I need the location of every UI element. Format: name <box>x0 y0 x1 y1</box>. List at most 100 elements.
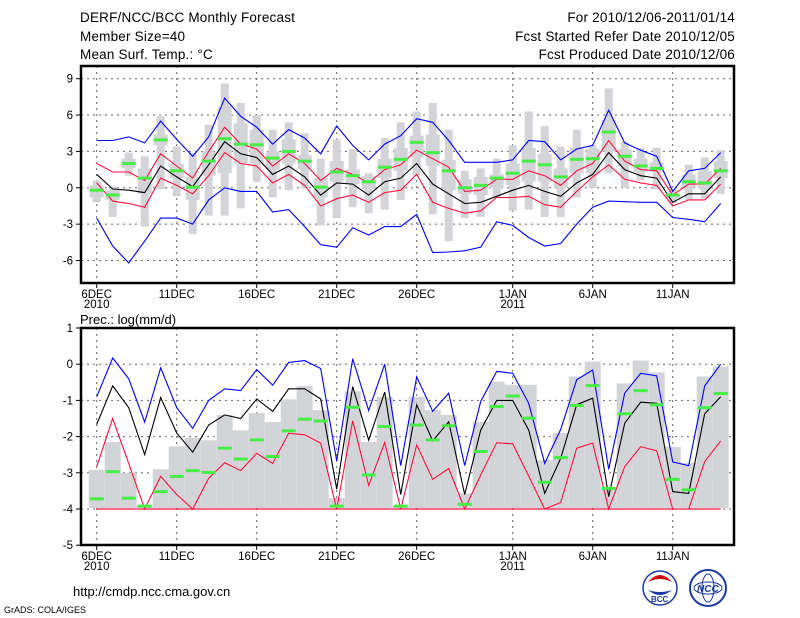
observed-marker <box>137 176 152 180</box>
series-lower-line <box>96 416 722 511</box>
observed-marker <box>649 166 664 170</box>
precip-bar <box>520 384 537 508</box>
precip-bar <box>568 376 585 508</box>
x-tick-year-label: 2011 <box>500 299 525 311</box>
observed-marker <box>473 183 488 187</box>
observed-marker <box>377 424 392 428</box>
precip-bar <box>184 437 201 508</box>
series-max-line <box>96 97 722 193</box>
plot-frame <box>79 326 736 547</box>
precip-bar <box>712 366 729 508</box>
y-tick-label: 6 <box>67 110 73 122</box>
box-body <box>489 174 504 188</box>
box-body <box>585 148 600 174</box>
series-upper-line <box>96 126 722 196</box>
box-body <box>537 153 552 182</box>
source-url[interactable]: http://cmdp.ncc.cma.gov.cn <box>73 584 231 599</box>
precip-bar <box>504 384 521 508</box>
precip-bar <box>472 421 489 508</box>
observed-marker <box>425 438 440 442</box>
observed-marker <box>313 419 328 423</box>
precip-bar <box>680 462 697 508</box>
y-tick-label: -3 <box>63 468 73 480</box>
svg-text:NCC: NCC <box>697 584 719 595</box>
box-whisker <box>460 170 469 219</box>
x-tick-year-label: 2010 <box>84 299 110 311</box>
observed-marker <box>441 169 456 173</box>
observed-marker <box>329 170 344 174</box>
box-body <box>601 119 616 152</box>
precip-bar <box>104 442 121 508</box>
observed-marker <box>617 154 632 158</box>
x-tick-label: 6JAN <box>579 551 607 563</box>
observed-marker <box>313 185 328 189</box>
observed-marker <box>553 175 568 179</box>
y-tick-label: 0 <box>67 359 73 371</box>
observed-marker <box>457 502 472 506</box>
x-tick-label: 1JAN <box>499 289 527 301</box>
precip-bar <box>488 381 505 508</box>
precip-label: Prec.: log(mm/d) <box>80 312 177 327</box>
observed-marker <box>233 142 248 146</box>
precip-bar <box>376 396 393 508</box>
series-mean-line <box>96 384 722 497</box>
box-body <box>441 159 456 191</box>
bcc-logo: BCC <box>642 570 678 606</box>
observed-marker <box>281 149 296 153</box>
precip-bar <box>648 372 665 508</box>
observed-marker <box>569 157 584 161</box>
observed-marker <box>585 384 600 388</box>
observed-marker <box>345 405 360 409</box>
observed-marker <box>89 188 104 192</box>
precip-bar <box>328 498 345 508</box>
precip-bar <box>408 396 425 508</box>
observed-marker <box>121 162 136 166</box>
series-mean-line <box>96 140 722 205</box>
observed-marker <box>665 477 680 481</box>
observed-marker <box>201 159 216 163</box>
x-tick-label: 6DEC <box>81 551 112 563</box>
y-tick-label: 0 <box>67 183 73 195</box>
observed-marker <box>649 403 664 407</box>
observed-marker <box>473 449 488 453</box>
observed-marker <box>265 156 280 160</box>
observed-marker <box>569 403 584 407</box>
box-whisker <box>156 116 165 189</box>
y-tick-label: 3 <box>67 146 73 158</box>
x-tick-label: 11JAN <box>656 551 690 563</box>
observed-marker <box>521 416 536 420</box>
precip-bar <box>200 440 217 508</box>
observed-marker <box>585 157 600 161</box>
observed-marker <box>553 456 568 460</box>
observed-marker <box>201 470 216 474</box>
observed-marker <box>377 165 392 169</box>
observed-marker <box>681 488 696 492</box>
box-whisker <box>364 173 373 214</box>
precip-bar <box>664 446 681 508</box>
plot-frame <box>79 64 736 285</box>
box-whisker <box>108 186 117 217</box>
observed-marker <box>505 394 520 398</box>
observed-marker <box>153 138 168 142</box>
x-tick-label: 6JAN <box>579 289 607 301</box>
precip-bar <box>600 488 617 508</box>
x-tick-label: 1JAN <box>499 551 527 563</box>
observed-marker <box>217 446 232 450</box>
observed-marker <box>681 180 696 184</box>
x-tick-year-label: 2010 <box>84 561 110 573</box>
variable-label: Mean Surf. Temp.: °C <box>80 47 213 62</box>
observed-marker <box>457 186 472 190</box>
observed-marker <box>489 176 504 180</box>
y-tick-label: -4 <box>63 504 74 516</box>
observed-marker <box>329 504 344 508</box>
precip-bar <box>280 399 297 508</box>
x-tick-label: 21DEC <box>318 551 355 563</box>
x-tick-label: 26DEC <box>398 551 435 563</box>
grads-credit: GrADS: COLA/IGES <box>4 605 87 615</box>
observed-marker <box>217 137 232 141</box>
box-body <box>265 151 280 170</box>
observed-marker <box>697 406 712 410</box>
observed-marker <box>393 157 408 161</box>
